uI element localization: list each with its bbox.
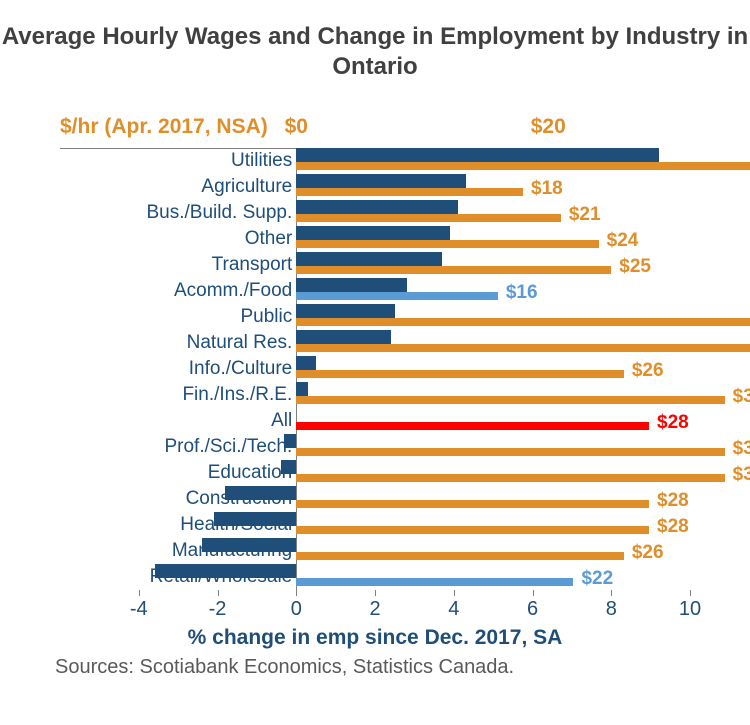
bottom-tick-label: 8 xyxy=(606,598,617,621)
bottom-tick-label: -2 xyxy=(209,598,227,621)
wage-value-label: $34 xyxy=(733,386,750,408)
top-axis-label: $/hr (Apr. 2017, NSA) xyxy=(60,115,268,139)
category-label: Fin./Ins./R.E. xyxy=(182,384,292,406)
employment-bar xyxy=(296,304,394,318)
bottom-tick-mark xyxy=(139,590,140,596)
employment-bar xyxy=(296,148,658,162)
top-axis-tick: $20 xyxy=(531,115,566,139)
wage-value-label: $26 xyxy=(632,360,664,382)
bottom-tick-mark xyxy=(218,590,219,596)
employment-bar xyxy=(296,278,406,292)
wage-bar xyxy=(296,240,598,248)
wage-value-label: $28 xyxy=(657,516,689,538)
wage-value-label: $18 xyxy=(531,178,563,200)
bottom-tick-mark xyxy=(375,590,376,596)
wage-bar xyxy=(296,188,523,196)
bottom-tick-mark xyxy=(296,590,297,596)
wage-bar xyxy=(296,552,624,560)
bottom-tick-mark xyxy=(533,590,534,596)
bottom-tick-label: 6 xyxy=(527,598,538,621)
employment-bar xyxy=(296,200,457,214)
bottom-tick-label: 0 xyxy=(291,598,302,621)
wage-bar xyxy=(296,396,724,404)
bottom-tick-label: -4 xyxy=(130,598,148,621)
employment-bar xyxy=(296,330,391,344)
category-label: Other xyxy=(245,228,293,250)
category-label: Acomm./Food xyxy=(174,280,292,302)
employment-bar xyxy=(296,382,308,396)
category-label: Health/Social xyxy=(180,514,292,536)
wage-bar xyxy=(296,370,624,378)
category-label: Info./Culture xyxy=(189,358,293,380)
wage-bar xyxy=(296,448,724,456)
wage-value-label: $21 xyxy=(569,204,601,226)
wage-value-label: $16 xyxy=(506,282,538,304)
chart-container: Average Hourly Wages and Change in Emplo… xyxy=(0,0,750,725)
bottom-tick-mark xyxy=(454,590,455,596)
wage-bar xyxy=(296,526,649,534)
category-label: Transport xyxy=(212,254,293,276)
wage-value-label: $28 xyxy=(657,490,689,512)
bottom-tick-label: 2 xyxy=(369,598,380,621)
wage-bar xyxy=(296,422,649,430)
wage-bar xyxy=(296,266,611,274)
category-label: Agriculture xyxy=(201,176,292,198)
bottom-tick-mark xyxy=(690,590,691,596)
category-label: All xyxy=(271,410,292,432)
category-label: Manufacturing xyxy=(172,540,292,562)
category-label: Natural Res. xyxy=(187,332,293,354)
bottom-tick-label: 4 xyxy=(448,598,459,621)
wage-bar xyxy=(296,474,724,482)
wage-value-label: $28 xyxy=(657,412,689,434)
wage-bar xyxy=(296,578,573,586)
plot-top-border xyxy=(60,148,296,149)
sources-text: Sources: Scotiabank Economics, Statistic… xyxy=(55,656,514,679)
employment-bar xyxy=(296,252,442,266)
wage-value-label: $26 xyxy=(632,542,664,564)
category-label: Retail/Wholesale xyxy=(150,566,293,588)
bottom-tick-label: 10 xyxy=(679,598,701,621)
chart-title: Average Hourly Wages and Change in Emplo… xyxy=(0,0,750,82)
category-label: Public xyxy=(241,306,293,328)
wage-bar xyxy=(296,500,649,508)
wage-bar xyxy=(296,214,561,222)
wage-bar xyxy=(296,162,750,170)
category-label: Prof./Sci./Tech. xyxy=(164,436,292,458)
wage-value-label: $22 xyxy=(581,568,613,590)
bottom-axis-label: % change in emp since Dec. 2017, SA xyxy=(0,626,750,650)
wage-value-label: $25 xyxy=(619,256,651,278)
category-label: Utilities xyxy=(231,150,292,172)
wage-value-label: $24 xyxy=(607,230,639,252)
bottom-tick-mark xyxy=(611,590,612,596)
wage-bar xyxy=(296,292,498,300)
category-label: Construction xyxy=(186,488,293,510)
category-label: Bus./Build. Supp. xyxy=(146,202,292,224)
wage-bar xyxy=(296,344,750,352)
wage-value-label: $34 xyxy=(733,438,750,460)
wage-value-label: $34 xyxy=(733,464,750,486)
employment-bar xyxy=(296,356,316,370)
wage-bar xyxy=(296,318,750,326)
employment-bar xyxy=(296,174,465,188)
category-label: Education xyxy=(208,462,293,484)
employment-bar xyxy=(296,226,450,240)
top-axis-tick: $0 xyxy=(285,115,308,139)
